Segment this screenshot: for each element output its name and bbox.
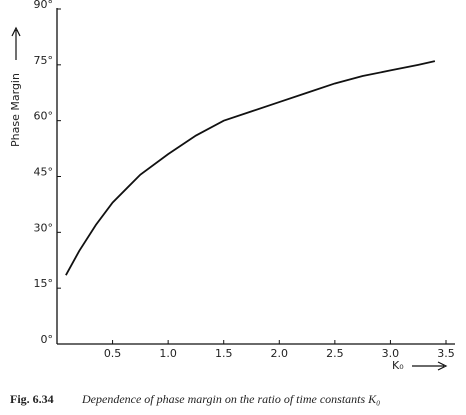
- x-tick-label: 2.5: [326, 347, 344, 360]
- caption-label: Fig. 6.34: [10, 392, 54, 406]
- x-tick-label: 1.0: [159, 347, 177, 360]
- x-tick-label: 3.5: [437, 347, 455, 360]
- x-axis-label: K₀: [392, 359, 404, 372]
- y-tick-label: 45°: [34, 166, 54, 179]
- x-tick-label: 0.5: [104, 347, 122, 360]
- caption: Dependence of phase margin on the ratio …: [81, 392, 380, 406]
- y-tick-label: 90°: [34, 0, 54, 11]
- x-arrow: [412, 361, 448, 371]
- y-tick-label: 30°: [34, 221, 54, 234]
- y-tick-label: 75°: [34, 54, 54, 67]
- y-tick-label: 0°: [41, 333, 54, 346]
- x-tick-label: 1.5: [215, 347, 233, 360]
- curve: [65, 60, 436, 276]
- y-axis-label: Phase Margin: [9, 73, 22, 147]
- x-tick-label: 3.0: [382, 347, 400, 360]
- y-arrow: [11, 26, 21, 60]
- x-tick-label: 2.0: [271, 347, 289, 360]
- y-tick-label: 15°: [34, 277, 54, 290]
- y-tick-label: 60°: [34, 110, 54, 123]
